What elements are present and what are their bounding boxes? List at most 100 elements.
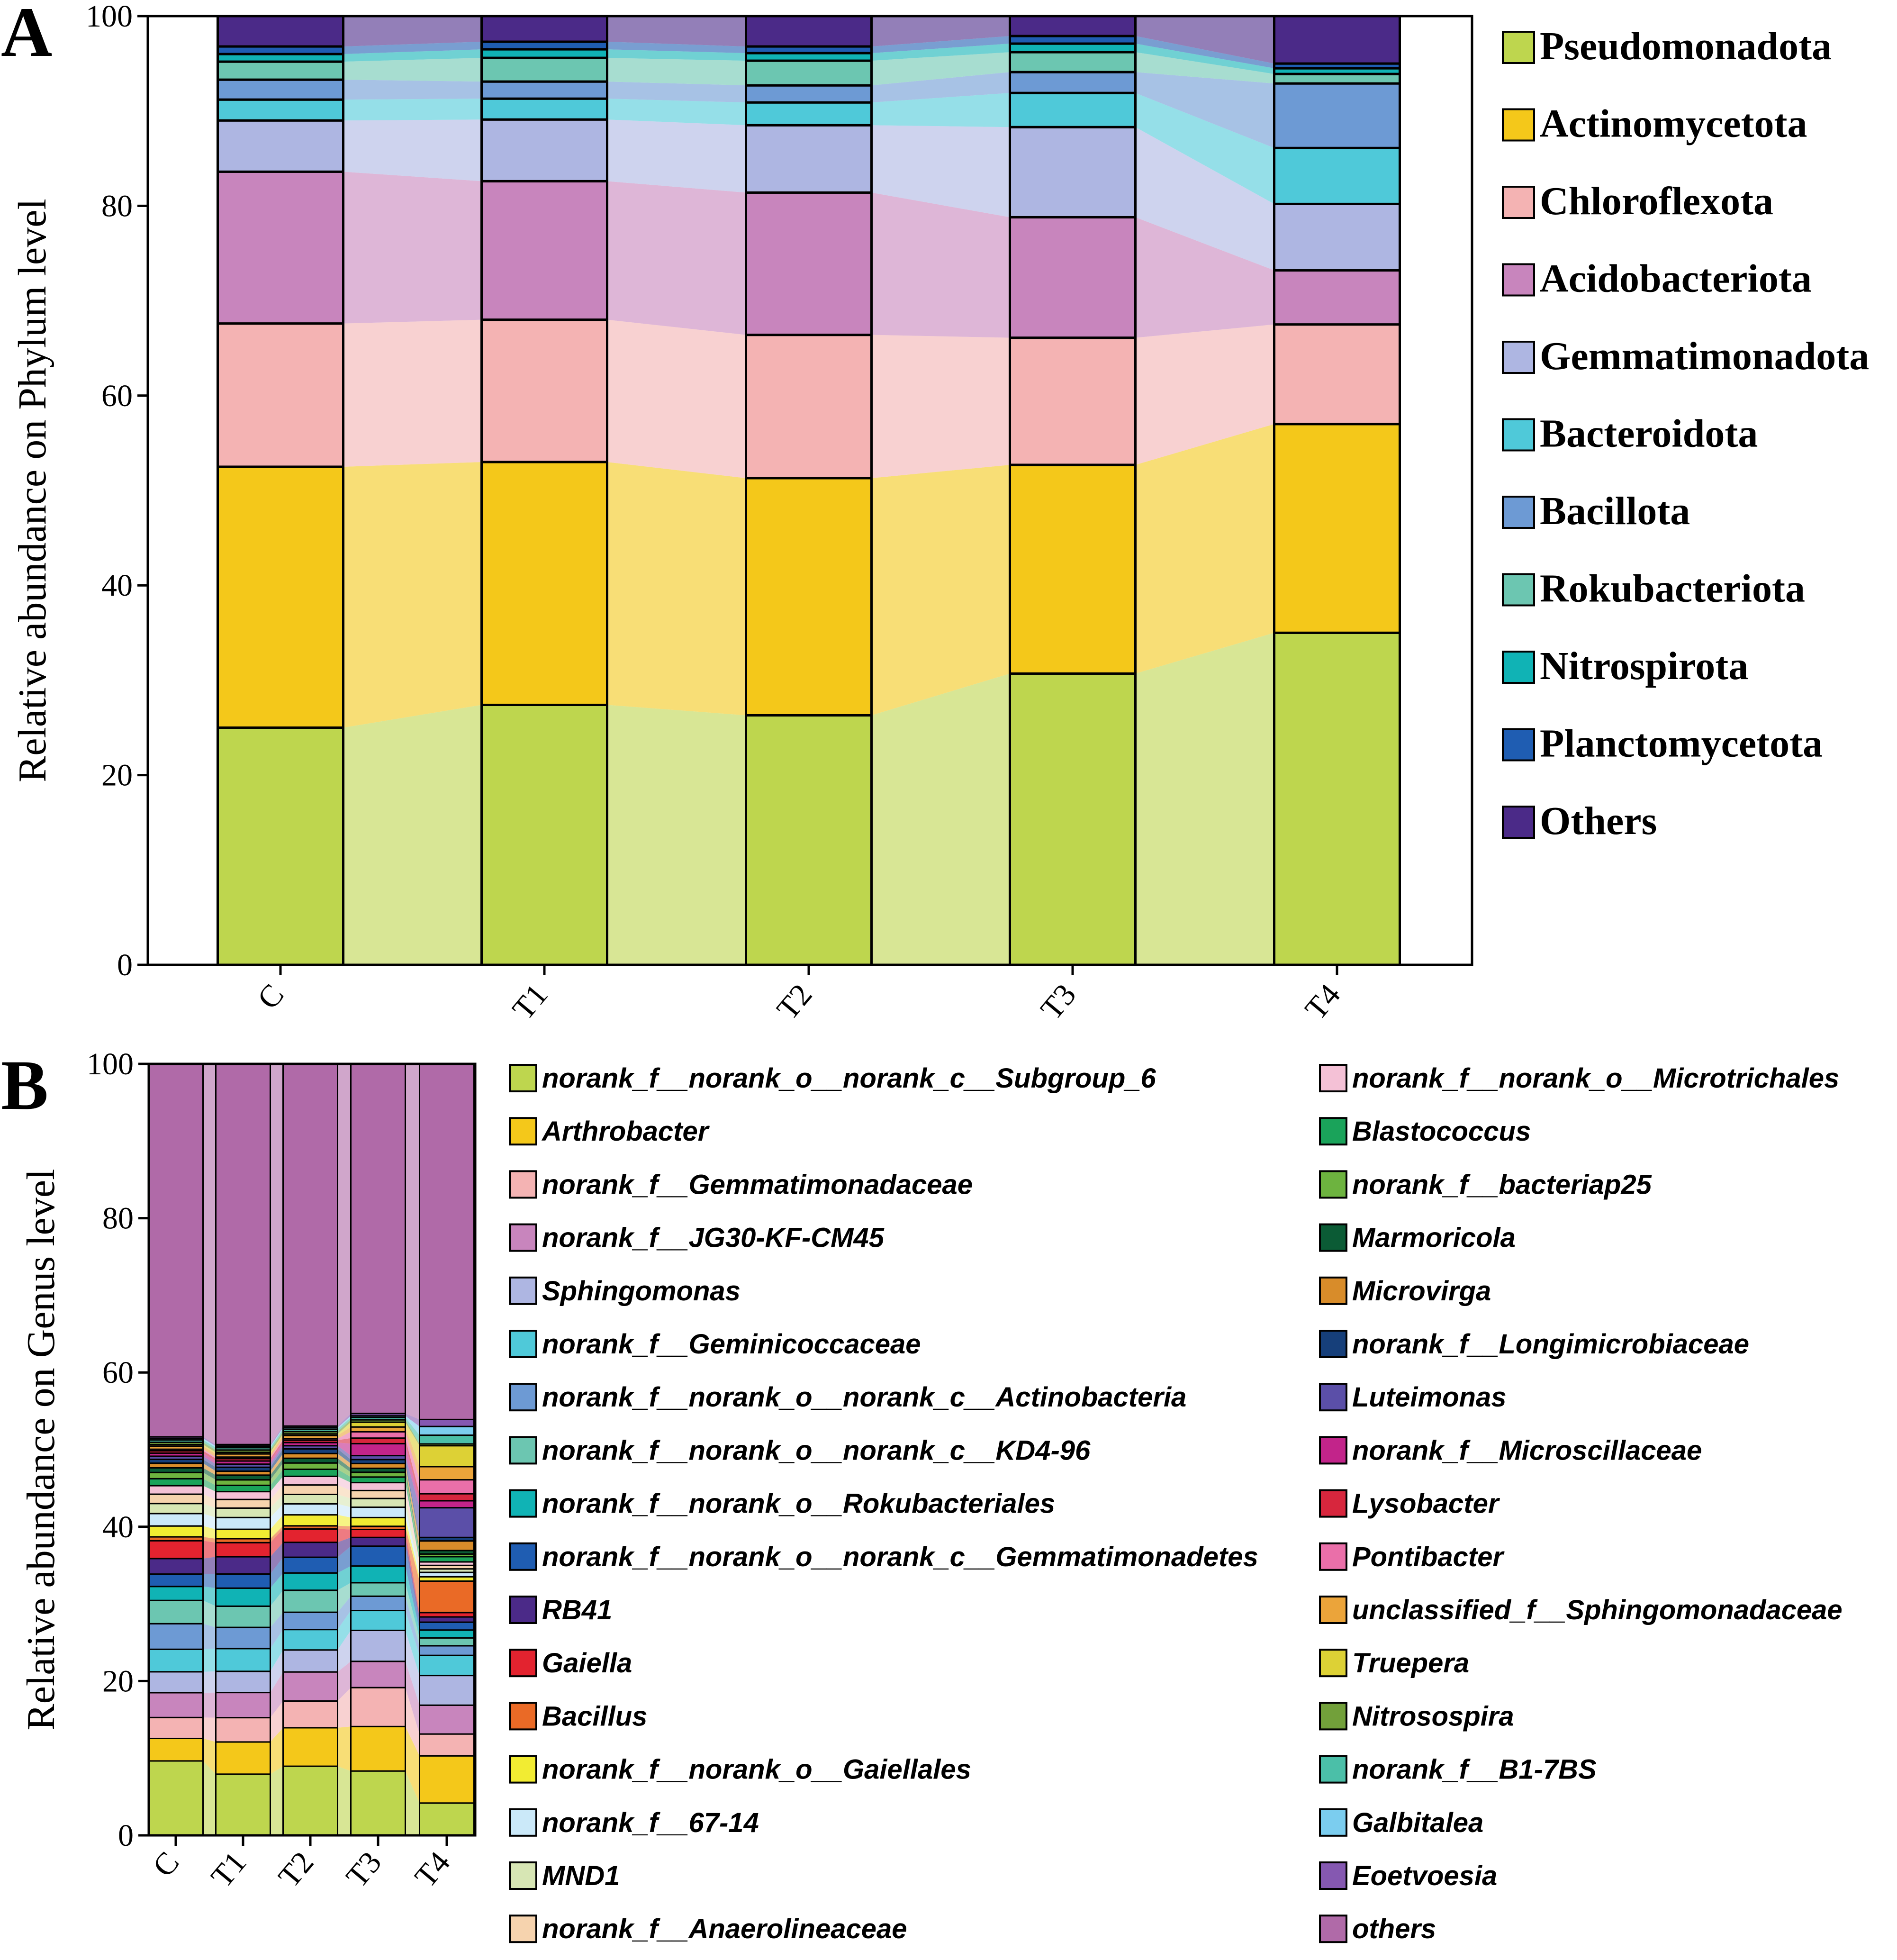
genus-flow-norank-f-jg30-kf-cm45-c-t1 [203, 1692, 216, 1718]
genus-bar-c-norank-f-gemmatimonadaceae [148, 1716, 204, 1739]
phylum-legend-swatch-gemmatimonadota [1502, 341, 1535, 374]
genus-flow-norank-f-norank-o-gaiellales-c-t1 [203, 1526, 216, 1539]
genus-bar-t2-norank-f-norank-o-microtrichales [282, 1475, 338, 1486]
genus-bar-t1-blastococcus [215, 1484, 271, 1493]
genus-flow-norank-f-norank-o-norank-c-gemmatimonadetes-t1-t2 [270, 1557, 283, 1588]
genus-bar-t1-norank-f-gemmatimonadaceae [215, 1717, 271, 1743]
genus-flow-norank-f-norank-o-norank-c-gemmatimonadetes-c-t1 [203, 1574, 216, 1588]
genus-legend-swatch-norank-f-bacteriap25 [1319, 1170, 1347, 1199]
genus-bar-t3-unclassified-f-sphingomonadaceae [350, 1426, 406, 1433]
genus-bar-t1-rb41 [215, 1556, 271, 1575]
phylum-ytick-label-80: 80 [101, 189, 133, 223]
genus-legend-swatch-microvirga [1319, 1276, 1347, 1305]
genus-flow-bacillus-t2-t3 [337, 1525, 351, 1530]
phylum-bar-t1-actinomycetota [480, 461, 608, 706]
genus-flow-norank-f-microscillaceae-t2-t3 [337, 1443, 351, 1456]
genus-bar-t4-norank-f-norank-o-norank-c-subgroup-6 [419, 1802, 475, 1836]
genus-legend-label-arthrobacter: Arthrobacter [541, 1116, 710, 1147]
phylum-chart: 0 20 40 60 80 100 C T1 T2 T3 T4 Relative abundance … [10, 0, 1473, 1026]
phylum-bar-t4-gemmatimonadota [1273, 202, 1401, 272]
phylum-bar-t3-acidobacteriota [1009, 216, 1137, 339]
genus-bar-c-sphingomonas [148, 1671, 204, 1694]
genus-flow-eoetvoesia-t3-t4 [405, 1413, 420, 1427]
genus-legend-label-rb41: RB41 [542, 1595, 612, 1625]
genus-legend-swatch-norank-f-b1-7bs [1319, 1755, 1347, 1784]
genus-bar-t2-rb41 [282, 1542, 338, 1558]
genus-legend-label-luteimonas: Luteimonas [1352, 1382, 1507, 1413]
phylum-flow-planctomycetota-t1-t2 [607, 42, 746, 54]
phylum-bar-t2-rokubacteriota [745, 59, 873, 87]
phylum-legend-label-others: Others [1540, 799, 1657, 843]
genus-legend-swatch-rb41 [509, 1596, 537, 1624]
phylum-bar-t3-others [1009, 15, 1137, 37]
genus-bar-t1-norank-f-anaerolineaceae [215, 1498, 271, 1509]
phylum-flow-pseudomonadota-t3-t4 [1135, 633, 1274, 965]
genus-bar-t2-norank-f-norank-o-rokubacteriales [282, 1572, 338, 1591]
genus-bar-t4-arthrobacter [419, 1755, 475, 1804]
phylum-bar-t2-bacteroidota [745, 101, 873, 127]
genus-flow-nitrosospira-t2-t3 [337, 1420, 351, 1434]
genus-bar-t3-norank-f-norank-o-rokubacteriales [350, 1565, 406, 1584]
genus-bar-t4-pontibacter [419, 1479, 475, 1495]
genus-flow-blastococcus-c-t1 [203, 1479, 216, 1492]
panel-label-a: A [1, 0, 52, 72]
genus-legend-label-norank-f-norank-o-rokubacteriales: norank_f__norank_o__Rokubacteriales [542, 1488, 1055, 1519]
genus-flow-norank-f-gemmatimonadaceae-t3-t4 [405, 1688, 420, 1756]
genus-legend-swatch-galbitalea [1319, 1808, 1347, 1837]
genus-bar-c-norank-f-norank-o-norank-c-subgroup-6 [148, 1760, 204, 1836]
genus-legend-swatch-arthrobacter [509, 1117, 537, 1146]
genus-flow-norank-f-anaerolineaceae-t2-t3 [337, 1485, 351, 1499]
genus-ytick-label-40: 40 [102, 1510, 134, 1544]
phylum-bar-t4-others [1273, 15, 1401, 65]
genus-flow-norank-f-b1-7bs-c-t1 [203, 1440, 216, 1450]
genus-xtick-label-c: C [146, 1845, 186, 1884]
genus-bar-t3-pontibacter [350, 1431, 406, 1439]
genus-legend-swatch-norank-f-anaerolineaceae [509, 1915, 537, 1943]
phylum-flow-acidobacteriota-t1-t2 [607, 181, 746, 335]
genus-bar-t1-norank-f-norank-o-norank-c-subgroup-6 [215, 1773, 271, 1836]
genus-flow-unclassified-f-sphingomonadaceae-c-t1 [203, 1446, 216, 1457]
genus-bar-t2-blastococcus [282, 1468, 338, 1477]
genus-flow-norank-f-jg30-kf-cm45-t3-t4 [405, 1661, 420, 1734]
genus-flow-bacillus-t3-t4 [405, 1526, 420, 1613]
genus-bar-t4-norank-f-jg30-kf-cm45 [419, 1704, 475, 1735]
phylum-flow-gemmatimonadota-c-t1 [343, 119, 482, 181]
genus-xtick-label-t1: T1 [204, 1845, 253, 1894]
genus-flow-norank-f-geminicoccaceae-t2-t3 [337, 1610, 351, 1650]
phylum-bar-t4-bacteroidota [1273, 146, 1401, 205]
genus-bar-t4-microvirga [419, 1540, 475, 1552]
genus-legend-label-norank-f-jg30-kf-cm45: norank_f__JG30-KF-CM45 [542, 1223, 885, 1253]
genus-flow-norank-f-bacteriap25-t3-t4 [405, 1472, 420, 1557]
phylum-flow-others-t2-t3 [871, 16, 1010, 47]
phylum-flow-pseudomonadota-c-t1 [343, 705, 482, 965]
genus-flow-norank-f-norank-o-norank-c-kd4-96-t2-t3 [337, 1582, 351, 1613]
genus-bar-t3-blastococcus [350, 1476, 406, 1484]
phylum-y-axis-title: Relative abundance on Phylum level [10, 199, 54, 782]
phylum-bar-c-others [217, 15, 344, 48]
genus-legend-swatch-nitrosospira [1319, 1702, 1347, 1731]
genus-ytick-label-60: 60 [102, 1355, 134, 1390]
genus-flow-sphingomonas-c-t1 [203, 1671, 216, 1693]
phylum-legend-swatch-planctomycetota [1502, 728, 1535, 762]
phylum-bar-t1-others [480, 15, 608, 43]
genus-bar-t1-norank-f-67-14 [215, 1516, 271, 1530]
genus-bar-t3-norank-f-norank-o-norank-c-gemmatimonadetes [350, 1545, 406, 1567]
phylum-flow-others-c-t1 [343, 16, 482, 47]
genus-legend-swatch-norank-f-geminicoccaceae [509, 1330, 537, 1358]
phylum-ytick-label-40: 40 [101, 568, 133, 603]
genus-flow-bacillus-t1-t2 [270, 1525, 283, 1543]
genus-flow-norank-f-jg30-kf-cm45-t2-t3 [337, 1661, 351, 1701]
phylum-bar-t2-chloroflexota [745, 334, 873, 480]
phylum-bar-c-acidobacteriota [217, 170, 344, 325]
genus-bar-t1-norank-f-norank-o-microtrichales [215, 1491, 271, 1500]
genus-bar-t3-arthrobacter [350, 1725, 406, 1772]
genus-flow-norank-f-microscillaceae-t3-t4 [405, 1443, 420, 1508]
phylum-flow-planctomycetota-c-t1 [343, 42, 482, 54]
genus-flow-luteimonas-t2-t3 [337, 1445, 351, 1460]
genus-flow-others-t2-t3 [337, 1064, 351, 1426]
genus-bar-c-norank-f-norank-o-rokubacteriales [148, 1586, 204, 1601]
genus-flow-norank-f-gemmatimonadaceae-t1-t2 [270, 1701, 283, 1742]
genus-bar-c-norank-f-norank-o-microtrichales [148, 1485, 204, 1495]
phylum-flow-gemmatimonadota-t3-t4 [1135, 127, 1274, 271]
genus-bar-t1-others [215, 1063, 271, 1445]
